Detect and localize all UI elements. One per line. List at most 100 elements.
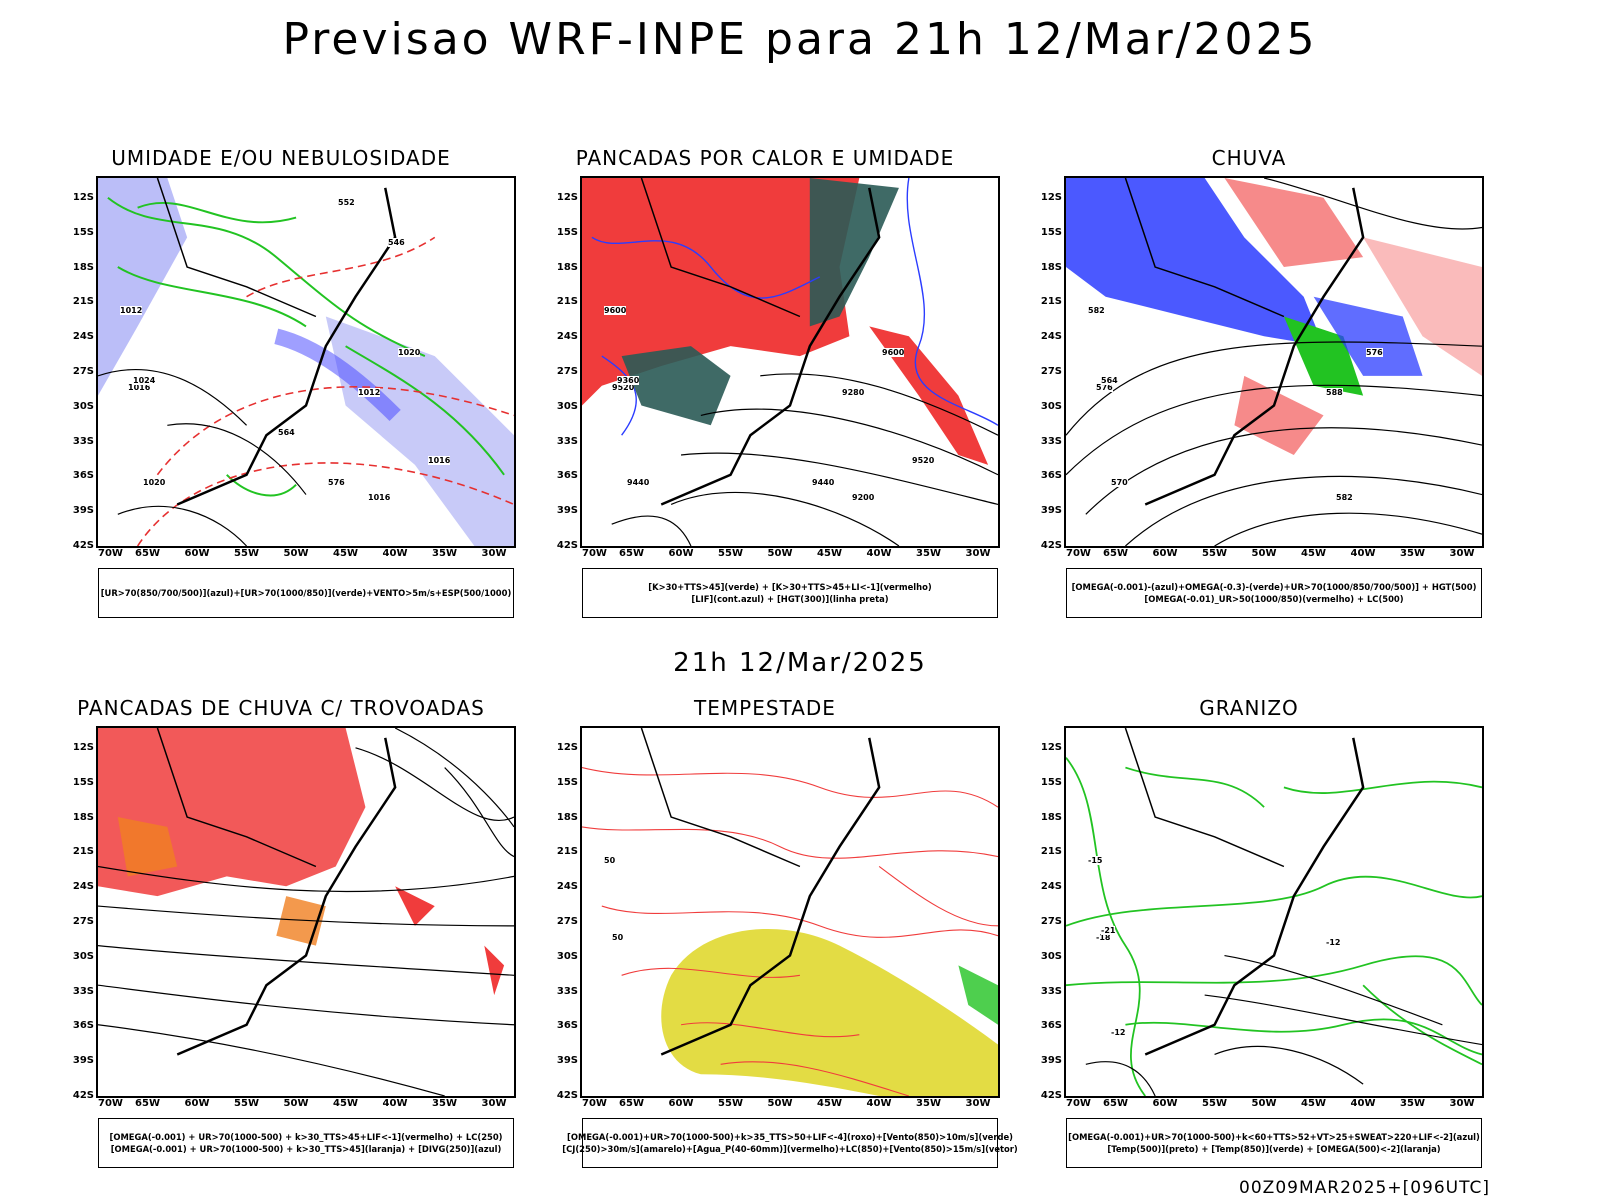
legend-line: [OMEGA(-0.001)-(azul)+OMEGA(-0.3)-(verde… xyxy=(1071,582,1477,592)
map-canvas xyxy=(1066,728,1482,1096)
lat-axis: 12S 15S 18S 21S 24S 27S 30S 33S 36S 39S 42S xyxy=(1034,176,1062,551)
lon-tick: 30W xyxy=(481,1098,507,1109)
lon-tick: 65W xyxy=(135,1098,160,1109)
contour-label: 9440 xyxy=(627,478,650,487)
contour-label: 50 xyxy=(604,856,616,865)
map-pancadas-calor: 9600 9520 9440 9360 9280 9200 9600 9520 9440 xyxy=(580,176,1000,548)
lon-tick: 50W xyxy=(283,1098,309,1109)
panel-tempestade: TEMPESTADE 12S 15S 18S 21S 24S 27S 30S 33S 36S 39… xyxy=(550,696,1018,1176)
legend-line: [CJ(250)>30m/s](amarelo)+[Agua_P(40-60mm… xyxy=(562,1144,1018,1154)
lat-tick: 39S xyxy=(1040,505,1062,517)
lat-tick: 18S xyxy=(72,811,94,823)
lon-tick: 60W xyxy=(184,548,210,559)
map-umidade: 1012 1016 1020 1024 1012 1016 1020 1016 576 564 55… xyxy=(96,176,516,548)
panel-granizo: GRANIZO 12S 15S 18S 21S 24S 27S 30S 33S 36S 39S 42… xyxy=(1034,696,1484,1176)
lat-tick: 36S xyxy=(556,470,578,482)
lon-tick: 40W xyxy=(866,548,892,559)
lat-tick: 24S xyxy=(72,881,94,893)
lat-tick: 18S xyxy=(72,261,94,273)
lat-axis: 12S 15S 18S 21S 24S 27S 30S 33S 36S 39S 42S xyxy=(550,176,578,551)
lon-tick: 55W xyxy=(1202,548,1227,559)
lat-tick: 18S xyxy=(1040,261,1062,273)
lat-tick: 18S xyxy=(556,261,578,273)
lon-tick: 35W xyxy=(916,1098,941,1109)
lat-tick: 36S xyxy=(72,470,94,482)
lat-tick: 30S xyxy=(72,400,94,412)
lat-tick: 12S xyxy=(72,192,94,203)
lon-tick: 65W xyxy=(1103,548,1128,559)
lon-tick: 65W xyxy=(135,548,160,559)
lat-tick: 36S xyxy=(72,1020,94,1032)
contour-label: 576 xyxy=(1096,383,1113,392)
lat-tick: 36S xyxy=(1040,470,1062,482)
lat-tick: 42S xyxy=(1040,540,1062,551)
lon-tick: 55W xyxy=(234,1098,259,1109)
lat-tick: 33S xyxy=(72,435,94,447)
contour-label: 9200 xyxy=(852,493,875,502)
contour-label: 1016 xyxy=(368,493,391,502)
lon-tick: 45W xyxy=(1301,1098,1326,1109)
map-canvas xyxy=(98,178,514,546)
lon-tick: 35W xyxy=(1400,1098,1425,1109)
panel-legend: [UR>70(850/700/500)](azul)+[UR>70(1000/8… xyxy=(98,568,514,618)
lat-tick: 15S xyxy=(72,776,94,788)
panel-title: GRANIZO xyxy=(1199,696,1299,720)
lon-tick: 50W xyxy=(767,1098,793,1109)
lon-axis: 70W 65W 60W 55W 50W 45W 40W 35W 30W xyxy=(580,548,1000,562)
lat-tick: 42S xyxy=(72,1090,94,1101)
lon-tick: 40W xyxy=(866,1098,892,1109)
lat-tick: 27S xyxy=(1040,366,1062,377)
contour-label: 1016 xyxy=(128,383,151,392)
lon-tick: 70W xyxy=(1066,548,1091,559)
legend-line: [UR>70(850/700/500)](azul)+[UR>70(1000/8… xyxy=(100,588,512,598)
contour-label: 1024 xyxy=(133,376,156,385)
lat-axis: 12S 15S 18S 21S 24S 27S 30S 33S 36S 39S 42S xyxy=(66,726,94,1101)
lat-tick: 30S xyxy=(556,950,578,962)
contour-label: 9520 xyxy=(912,456,935,465)
lat-tick: 42S xyxy=(556,540,578,551)
contour-label: 582 xyxy=(1336,493,1353,502)
lat-tick: 24S xyxy=(556,331,578,343)
lon-tick: 35W xyxy=(1400,548,1425,559)
lat-tick: 15S xyxy=(1040,776,1062,788)
lon-tick: 45W xyxy=(817,1098,842,1109)
lon-tick: 50W xyxy=(767,548,793,559)
lat-tick: 15S xyxy=(556,776,578,788)
map-trovoadas xyxy=(96,726,516,1098)
lon-tick: 50W xyxy=(1251,548,1277,559)
lon-tick: 45W xyxy=(333,1098,358,1109)
lon-tick: 60W xyxy=(668,548,694,559)
panel-title: TEMPESTADE xyxy=(694,696,836,720)
lat-tick: 21S xyxy=(72,846,94,858)
contour-label: 582 xyxy=(1088,306,1105,315)
lat-axis: 12S 15S 18S 21S 24S 27S 30S 33S 36S 39S 42S xyxy=(66,176,94,551)
lon-tick: 40W xyxy=(382,548,408,559)
legend-line: [OMEGA(-0.001)+UR>70(1000-500)+k<60+TTS>… xyxy=(1068,1132,1480,1142)
contour-label: -21 xyxy=(1101,926,1116,935)
panel-legend: [K>30+TTS>45](verde) + [K>30+TTS>45+LI<-… xyxy=(582,568,998,618)
lat-tick: 33S xyxy=(1040,435,1062,447)
lat-tick: 42S xyxy=(556,1090,578,1101)
panel-legend: [OMEGA(-0.001) + UR>70(1000-500) + k>30_… xyxy=(98,1118,514,1168)
lon-tick: 65W xyxy=(1103,1098,1128,1109)
contour-label: 564 xyxy=(1101,376,1118,385)
lat-axis: 12S 15S 18S 21S 24S 27S 30S 33S 36S 39S 42S xyxy=(1034,726,1062,1101)
contour-label: 1012 xyxy=(358,388,381,397)
lat-tick: 42S xyxy=(72,540,94,551)
lat-tick: 12S xyxy=(1040,742,1062,753)
lat-tick: 39S xyxy=(1040,1055,1062,1067)
lat-tick: 36S xyxy=(556,1020,578,1032)
legend-line: [OMEGA(-0.001) + UR>70(1000-500) + k>30_… xyxy=(109,1132,503,1142)
legend-line: [OMEGA(-0.01)_UR>50(1000/850)(vermelho) … xyxy=(1144,594,1404,604)
lat-tick: 21S xyxy=(556,846,578,858)
contour-label: 1016 xyxy=(428,456,451,465)
contour-label: -12 xyxy=(1111,1028,1126,1037)
contour-label: 576 xyxy=(1366,348,1383,357)
panel-chuva: CHUVA 12S 15S 18S 21S 24S 27S 30S 33S 36S 39S 42S … xyxy=(1034,146,1484,626)
lon-tick: 70W xyxy=(1066,1098,1091,1109)
lon-axis: 70W 65W 60W 55W 50W 45W 40W 35W 30W xyxy=(580,1098,1000,1112)
legend-line: [Temp(500)](preto) + [Temp(850)](verde) … xyxy=(1107,1144,1441,1154)
contour-label: 1020 xyxy=(398,348,421,357)
lon-axis: 70W 65W 60W 55W 50W 45W 40W 35W 30W xyxy=(96,1098,516,1112)
contour-label: 546 xyxy=(388,238,405,247)
